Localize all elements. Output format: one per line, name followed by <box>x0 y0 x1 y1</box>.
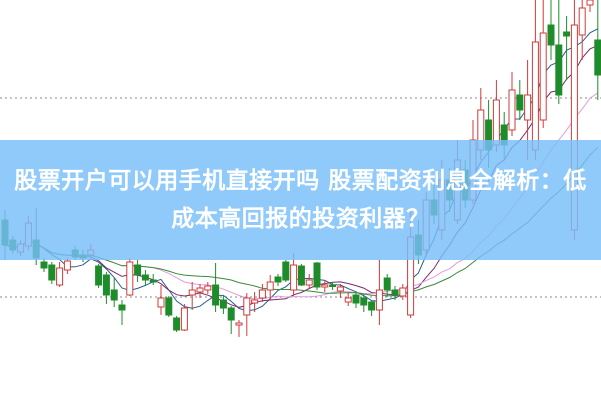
candle-up <box>157 297 165 308</box>
candle-down <box>48 264 56 281</box>
candle-down <box>227 307 235 321</box>
candle-down <box>102 274 110 296</box>
candle-down <box>368 301 376 311</box>
candle-down <box>173 317 181 331</box>
candle-up <box>492 99 500 146</box>
candle-up <box>251 299 259 304</box>
candle-down <box>282 261 290 281</box>
candle-up <box>344 297 352 303</box>
candle-down <box>110 289 118 301</box>
candle-up <box>336 286 344 292</box>
candle-up <box>290 264 298 291</box>
candle-up <box>399 287 407 297</box>
candle-up <box>63 260 71 271</box>
candle-up <box>196 287 204 293</box>
candle-up <box>204 285 212 291</box>
candle-down <box>360 297 368 306</box>
candle-down <box>352 294 360 304</box>
candle-up <box>243 297 251 316</box>
candle-down <box>118 304 126 311</box>
candle-up <box>539 32 547 121</box>
candle-up <box>56 267 64 286</box>
candle-down <box>95 265 103 286</box>
candle-down <box>165 297 173 316</box>
candle-down <box>141 274 149 281</box>
candle-down <box>516 94 524 111</box>
candle-up <box>321 284 329 288</box>
candle-up <box>188 289 196 296</box>
candle-down <box>212 284 220 306</box>
candle-down <box>40 261 48 269</box>
candle-down <box>313 262 321 288</box>
candle-up <box>258 289 266 299</box>
candle-down <box>383 277 391 291</box>
candle-down <box>134 264 142 276</box>
article-title: 股票开户可以用手机直接开吗 股票配资利息全解析：低成本高回报的投资利器？ <box>14 168 587 232</box>
candle-up <box>235 322 243 326</box>
candle-down <box>219 299 227 309</box>
candle-up <box>126 261 134 296</box>
candle-up <box>266 281 274 291</box>
candle-down <box>329 284 337 287</box>
candle-down <box>594 39 601 76</box>
candle-up <box>586 0 594 6</box>
title-banner: 股票开户可以用手机直接开吗 股票配资利息全解析：低成本高回报的投资利器？ <box>0 140 601 260</box>
candle-up <box>578 7 586 36</box>
candle-up <box>524 94 532 121</box>
candle-up <box>180 307 188 331</box>
candle-down <box>391 289 399 296</box>
candle-down <box>274 276 282 283</box>
candle-up <box>508 89 516 131</box>
candle-down <box>297 265 305 286</box>
candle-down <box>563 31 571 37</box>
candle-down <box>555 44 563 96</box>
candle-up <box>375 289 383 311</box>
candle-up <box>305 279 313 286</box>
candle-down <box>149 279 157 283</box>
candle-up <box>531 41 539 151</box>
candle-down <box>547 24 555 46</box>
